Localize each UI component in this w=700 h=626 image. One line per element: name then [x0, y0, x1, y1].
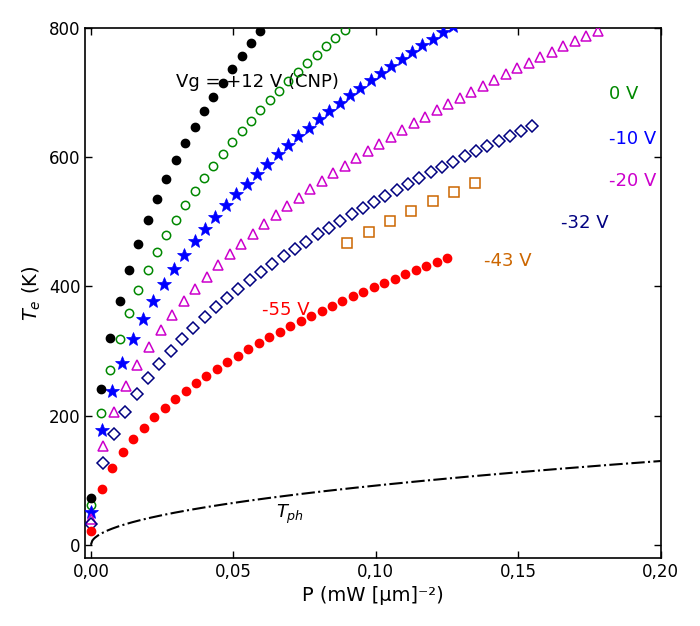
- Text: -43 V: -43 V: [484, 252, 532, 270]
- Text: 0 V: 0 V: [610, 85, 639, 103]
- X-axis label: P (mW [μm]⁻²): P (mW [μm]⁻²): [302, 586, 444, 605]
- Text: -55 V: -55 V: [262, 301, 309, 319]
- Y-axis label: $T_e$ (K): $T_e$ (K): [21, 265, 43, 321]
- Text: $T_{ph}$: $T_{ph}$: [276, 503, 304, 526]
- Text: -32 V: -32 V: [561, 214, 608, 232]
- Text: -20 V: -20 V: [610, 172, 657, 190]
- Text: -10 V: -10 V: [610, 130, 657, 148]
- Text: Vg = +12 V (CNP): Vg = +12 V (CNP): [176, 73, 340, 91]
